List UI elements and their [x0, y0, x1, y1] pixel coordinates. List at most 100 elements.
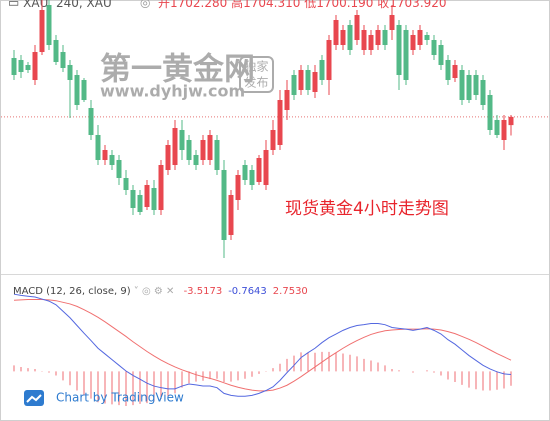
candle-body: [137, 195, 143, 212]
eye-icon: ◎: [140, 0, 150, 10]
candle-body: [459, 70, 465, 100]
candle-body: [25, 65, 31, 70]
candle-body: [319, 60, 325, 80]
ohlc-item: 收1703.920: [377, 0, 446, 10]
signal-line: [13, 298, 512, 392]
candles: [1, 0, 549, 258]
credit-text[interactable]: Chart by TradingView: [56, 391, 184, 405]
candle-body: [200, 140, 206, 160]
candle-body: [249, 170, 255, 185]
candle-body: [291, 75, 297, 95]
watermark-title: 第一黄金网: [100, 52, 255, 88]
candle-body: [179, 130, 185, 150]
candle-body: [501, 120, 507, 140]
macd-pane: [13, 293, 512, 406]
candle-body: [67, 65, 73, 80]
candle-body: [284, 90, 290, 110]
ohlc-item: 低1700.190: [304, 0, 373, 10]
candle-body: [312, 72, 318, 92]
candle-body: [158, 165, 164, 210]
annotation: 现货黄金4小时走势图: [285, 199, 449, 219]
candle-body: [508, 116, 514, 126]
watermark: 第一黄金网 www.dyhjw.com 独家 发布: [100, 52, 274, 101]
candle-body: [382, 30, 388, 45]
watermark-badge: 独家: [244, 59, 268, 74]
candle-body: [361, 30, 367, 50]
candle-body: [60, 52, 66, 68]
candle-body: [228, 195, 234, 235]
candle-body: [109, 155, 115, 165]
macd-legend-value: 2.7530: [273, 286, 308, 297]
candle-body: [116, 160, 122, 178]
candle-body: [193, 155, 199, 165]
candle-body: [151, 188, 157, 210]
candle-body: [242, 165, 248, 180]
header-symbol: ▭ XAU, 240, XAU: [8, 0, 112, 10]
candle-body: [46, 5, 52, 45]
candle-body: [424, 35, 430, 40]
candle-body: [214, 140, 220, 170]
candle-body: [235, 175, 241, 200]
candle-body: [207, 135, 213, 160]
header-ohlc: 开1702.280 高1704.310 低1700.190 收1703.920: [158, 0, 447, 10]
candle-body: [270, 130, 276, 150]
candle-body: [473, 75, 479, 95]
candle-body: [389, 15, 395, 30]
candle-body: [452, 65, 458, 78]
candle-body: [95, 135, 101, 160]
candle-body: [466, 75, 472, 100]
candle-body: [340, 30, 346, 45]
candle-body: [396, 25, 402, 75]
candle-body: [165, 145, 171, 170]
candle-body: [221, 170, 227, 240]
candle-body: [18, 60, 24, 72]
candle-body: [354, 15, 360, 40]
candle-body: [445, 60, 451, 80]
candle-body: [39, 10, 45, 52]
candle-body: [144, 185, 150, 207]
candle-body: [347, 25, 353, 50]
candle-body: [172, 128, 178, 165]
ohlc-item: 开1702.280: [158, 0, 227, 10]
candle-body: [32, 52, 38, 80]
ohlc-item: 高1704.310: [231, 0, 300, 10]
candle-body: [417, 30, 423, 45]
candle-body: [298, 70, 304, 90]
candle-body: [438, 45, 444, 65]
macd-legend-value: -3.5173: [184, 286, 223, 297]
credit: Chart by TradingView: [24, 390, 184, 406]
candle-body: [130, 190, 136, 208]
candle-body: [333, 20, 339, 45]
candle-body: [305, 70, 311, 90]
candle-body: [368, 35, 374, 50]
macd-label: MACD (12, 26, close, 9): [13, 286, 131, 297]
candle-body: [81, 80, 87, 100]
macd-legend-value: -0.7643: [228, 286, 267, 297]
candle-body: [123, 178, 129, 190]
macd-legend: MACD (12, 26, close, 9) ˅ ◎ ⚙ ✕ -3.5173-…: [13, 285, 308, 297]
candle-body: [263, 150, 269, 185]
candle-body: [186, 140, 192, 160]
candle-body: [53, 40, 59, 62]
header: ▭ XAU, 240, XAU ◎ 开1702.280 高1704.310 低1…: [8, 0, 447, 10]
candle-body: [494, 120, 500, 135]
candle-body: [11, 58, 17, 75]
candle-body: [403, 30, 409, 80]
candle-body: [102, 150, 108, 160]
candle-body: [487, 95, 493, 130]
watermark-badge: 发布: [244, 75, 268, 90]
candle-body: [326, 40, 332, 80]
watermark-badge-box: [239, 56, 274, 93]
symbol: XAU, 240, XAU: [23, 0, 112, 10]
candle-body: [410, 35, 416, 50]
macd-line: [13, 293, 512, 397]
candle-body: [431, 40, 437, 55]
candle-body: [256, 158, 262, 182]
candle-body: [88, 108, 94, 135]
legend-icons: ˅ ◎ ⚙ ✕: [131, 285, 178, 297]
candle-body: [375, 30, 381, 45]
candle-body: [277, 100, 283, 145]
tv-logo-mark: [26, 394, 42, 403]
watermark-url: www.dyhjw.com: [100, 82, 245, 101]
